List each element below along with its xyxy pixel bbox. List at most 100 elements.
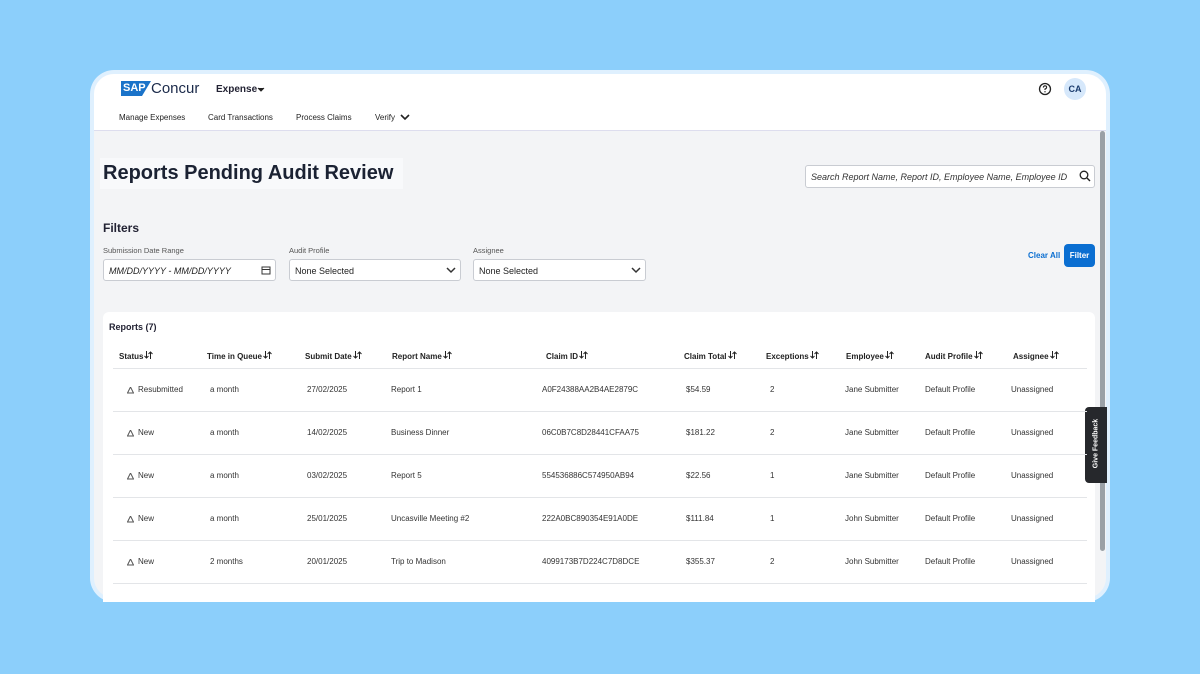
table-cell: $111.84: [686, 514, 714, 523]
table-cell: Unassigned: [1011, 385, 1054, 394]
table-cell: 2: [770, 385, 775, 394]
table-cell: Trip to Madison: [391, 557, 446, 566]
filter-label: Audit Profile: [289, 246, 330, 255]
table-cell: 03/02/2025: [307, 471, 348, 480]
column-header[interactable]: Report Name: [392, 351, 452, 361]
sort-icon[interactable]: [352, 351, 362, 359]
table-cell: Report 5: [391, 471, 422, 480]
sort-icon[interactable]: [442, 351, 452, 359]
column-header[interactable]: Audit Profile: [925, 351, 983, 361]
filter-input[interactable]: None Selected: [289, 259, 461, 281]
logo-text: Concur: [151, 80, 200, 97]
table-cell: a month: [210, 385, 239, 394]
table-cell: Unassigned: [1011, 514, 1054, 523]
table-title: Reports (7): [109, 322, 157, 332]
table-cell: Jane Submitter: [845, 385, 899, 394]
table-cell: 222A0BC890354E91A0DE: [542, 514, 639, 523]
column-header[interactable]: Status: [119, 351, 154, 361]
dropdown-icon: [257, 87, 265, 92]
product-menu[interactable]: Expense: [216, 84, 258, 95]
table-cell: Business Dinner: [391, 428, 450, 437]
table-cell: New: [138, 428, 155, 437]
filter-button[interactable]: Filter: [1064, 244, 1095, 267]
header: [94, 74, 1106, 131]
table-row[interactable]: [113, 497, 1087, 498]
table-cell: Default Profile: [925, 471, 976, 480]
table-cell: $181.22: [686, 428, 715, 437]
table-cell: Default Profile: [925, 385, 976, 394]
filter-label: Submission Date Range: [103, 246, 184, 255]
filters-title: Filters: [103, 221, 140, 235]
table-cell: Unassigned: [1011, 471, 1054, 480]
table-cell: New: [138, 471, 155, 480]
sort-icon[interactable]: [144, 351, 154, 359]
clear-all-link[interactable]: Clear All: [1028, 251, 1061, 260]
table-cell: New: [138, 514, 155, 523]
table-cell: Resubmitted: [138, 385, 183, 394]
table-cell: Unassigned: [1011, 428, 1054, 437]
status-icon: [127, 516, 134, 523]
nav-link[interactable]: Manage Expenses: [119, 113, 186, 122]
dropdown-icon: [446, 267, 456, 274]
table-cell: Default Profile: [925, 514, 976, 523]
column-header[interactable]: Employee: [846, 351, 894, 361]
table-row[interactable]: [113, 583, 1087, 584]
nav-link[interactable]: Card Transactions: [208, 113, 273, 122]
sort-icon[interactable]: [884, 351, 894, 359]
table-cell: Report 1: [391, 385, 422, 394]
table-cell: a month: [210, 514, 239, 523]
sort-icon[interactable]: [579, 351, 588, 359]
nav-link[interactable]: Verify: [375, 113, 396, 122]
column-header[interactable]: Claim Total: [684, 351, 737, 361]
filter-input[interactable]: MM/DD/YYYY - MM/DD/YYYY: [103, 259, 276, 281]
scrollbar[interactable]: [1100, 131, 1105, 551]
dropdown-icon: [631, 267, 641, 274]
sort-icon[interactable]: [973, 351, 983, 359]
sort-icon[interactable]: [727, 351, 737, 359]
table-cell: 27/02/2025: [307, 385, 348, 394]
help-icon[interactable]: [1038, 82, 1052, 96]
table-row[interactable]: [113, 540, 1087, 541]
table-cell: Uncasville Meeting #2: [391, 514, 470, 523]
sort-icon[interactable]: [809, 351, 819, 359]
search-box[interactable]: Search Report Name, Report ID, Employee …: [805, 165, 1095, 188]
sort-icon[interactable]: [1049, 351, 1059, 359]
filter-label: Assignee: [473, 246, 504, 255]
table-cell: Default Profile: [925, 428, 976, 437]
search-icon: [1079, 170, 1091, 182]
status-icon: [127, 473, 134, 480]
table-cell: Default Profile: [925, 557, 976, 566]
table-cell: $54.59: [686, 385, 711, 394]
table-cell: John Submitter: [845, 557, 899, 566]
table-cell: 14/02/2025: [307, 428, 348, 437]
table-cell: 2: [770, 428, 775, 437]
table-row[interactable]: [113, 454, 1087, 455]
row-divider: [113, 368, 1087, 369]
nav-link[interactable]: Process Claims: [296, 113, 352, 122]
table-cell: 4099173B7D224C7D8DCE: [542, 557, 640, 566]
chevron-icon: [400, 114, 410, 121]
status-icon: [127, 559, 134, 566]
feedback-tab[interactable]: [1085, 407, 1107, 483]
column-header[interactable]: Time in Queue: [207, 351, 272, 361]
feedback-label[interactable]: Give Feedback: [1092, 418, 1100, 469]
table-cell: $355.37: [686, 557, 715, 566]
column-header[interactable]: Submit Date: [305, 351, 362, 361]
table-cell: 1: [770, 514, 775, 523]
table-cell: 554536886C574950AB94: [542, 471, 635, 480]
filter-input[interactable]: None Selected: [473, 259, 646, 281]
table-cell: 20/01/2025: [307, 557, 348, 566]
table-cell: New: [138, 557, 155, 566]
column-header[interactable]: Exceptions: [766, 351, 819, 361]
table-cell: $22.56: [686, 471, 711, 480]
table-card: [103, 312, 1095, 602]
column-header[interactable]: Assignee: [1013, 351, 1059, 361]
table-cell: Jane Submitter: [845, 428, 899, 437]
avatar[interactable]: CA: [1064, 78, 1086, 100]
logo-mark: SAP: [121, 81, 151, 96]
table-cell: Jane Submitter: [845, 471, 899, 480]
sort-icon[interactable]: [263, 351, 272, 359]
column-header[interactable]: Claim ID: [546, 351, 588, 361]
table-row[interactable]: [113, 411, 1087, 412]
